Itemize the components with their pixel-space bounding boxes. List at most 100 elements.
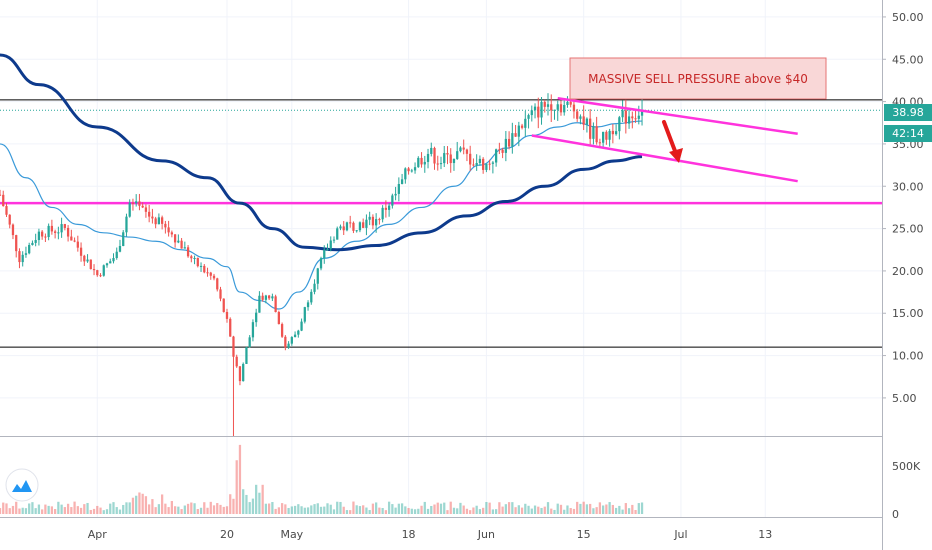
volume-bar (362, 505, 365, 514)
volume-bar (264, 503, 268, 514)
volume-bar (8, 508, 11, 514)
volume-bar (242, 489, 245, 514)
candle-body (258, 295, 261, 313)
candle-body (70, 236, 73, 241)
volume-bar (537, 506, 540, 514)
volume-bar (546, 502, 550, 514)
price-tick-label: 10.00 (892, 350, 924, 363)
candle-body (550, 104, 553, 111)
candle-body (232, 336, 235, 357)
volume-tick-label: 500K (892, 460, 921, 473)
volume-bar (589, 503, 592, 514)
candle-body (180, 240, 183, 249)
candle-body (543, 101, 546, 107)
candle-body (611, 130, 614, 135)
candle-body (469, 153, 472, 165)
volume-bar (345, 510, 349, 514)
time-label: 18 (402, 528, 416, 541)
volume-bar (92, 508, 96, 514)
candle-body (8, 214, 11, 225)
cloud-icon (12, 480, 32, 492)
candle-body (546, 104, 550, 107)
volume-bar (180, 509, 183, 514)
price-tick-label: 45.00 (892, 53, 924, 66)
candle-body (517, 125, 520, 137)
time-label: Jul (673, 528, 687, 541)
volume-bar (141, 493, 144, 514)
volume-bar (352, 501, 355, 514)
candle-body (196, 257, 199, 267)
candle-body (485, 163, 488, 170)
volume-bar (190, 502, 193, 514)
candle-body (530, 110, 533, 116)
candle-body (601, 131, 605, 143)
price-tick-label: 25.00 (892, 223, 924, 236)
candle-body (413, 167, 417, 171)
volume-bar (556, 503, 559, 514)
candle-body (618, 117, 621, 132)
candle-body (303, 307, 306, 322)
candle-body (50, 225, 54, 232)
volume-bar (566, 505, 569, 514)
candle-body (89, 259, 92, 270)
candle-body (190, 256, 193, 259)
volume-bar (579, 503, 582, 514)
candle-body (511, 133, 514, 147)
candle-body (2, 194, 5, 207)
candle-body (160, 217, 164, 224)
candle-body (339, 226, 342, 229)
volume-bar (488, 502, 491, 514)
volume-bar (507, 502, 511, 514)
candle-body (245, 347, 248, 364)
candle-body (336, 228, 339, 240)
volume-bar (70, 507, 73, 514)
volume-bar (319, 506, 323, 514)
candle-body (423, 161, 426, 165)
volume-bar (582, 501, 585, 514)
volume-bar (238, 444, 242, 514)
volume-bar (73, 501, 76, 514)
candle-body (569, 101, 572, 105)
candle-body (92, 269, 96, 271)
candle-body (212, 275, 216, 279)
volume-bar (232, 498, 235, 514)
volume-bar (592, 508, 595, 514)
candle-body (261, 295, 264, 300)
candle-body (579, 116, 582, 119)
candle-body (277, 312, 281, 325)
volume-bar (323, 506, 326, 514)
volume-bar (511, 502, 514, 514)
candle-body (105, 263, 109, 266)
candle-body (605, 131, 608, 140)
candle-body (41, 231, 44, 237)
volume-bar (378, 507, 381, 514)
time-label: May (280, 528, 303, 541)
candle-body (63, 224, 66, 228)
candle-body (148, 211, 151, 217)
candle-body (316, 268, 319, 284)
volume-bar (397, 503, 400, 514)
volume-bar (5, 503, 8, 514)
candle-body (592, 126, 595, 139)
candle-body (417, 157, 420, 168)
volume-bar (465, 508, 469, 514)
volume-bar (277, 507, 281, 514)
tradingview-logo-button[interactable] (5, 468, 39, 502)
price-tick-label: 15.00 (892, 307, 924, 320)
volume-bar (433, 504, 436, 514)
candle-body (553, 109, 556, 111)
candle-body (319, 258, 323, 269)
candle-body (433, 147, 436, 164)
volume-bar (585, 504, 589, 514)
candle-body (219, 289, 222, 299)
candle-body (375, 219, 378, 226)
volume-bar (637, 503, 640, 514)
volume-bar (485, 501, 488, 514)
candle-body (443, 153, 446, 164)
candle-body (595, 126, 598, 143)
volume-bar (18, 508, 21, 514)
volume-bar (530, 508, 533, 514)
candle-body (514, 133, 517, 137)
volume-bar (251, 498, 255, 514)
volume-bar (193, 503, 196, 514)
